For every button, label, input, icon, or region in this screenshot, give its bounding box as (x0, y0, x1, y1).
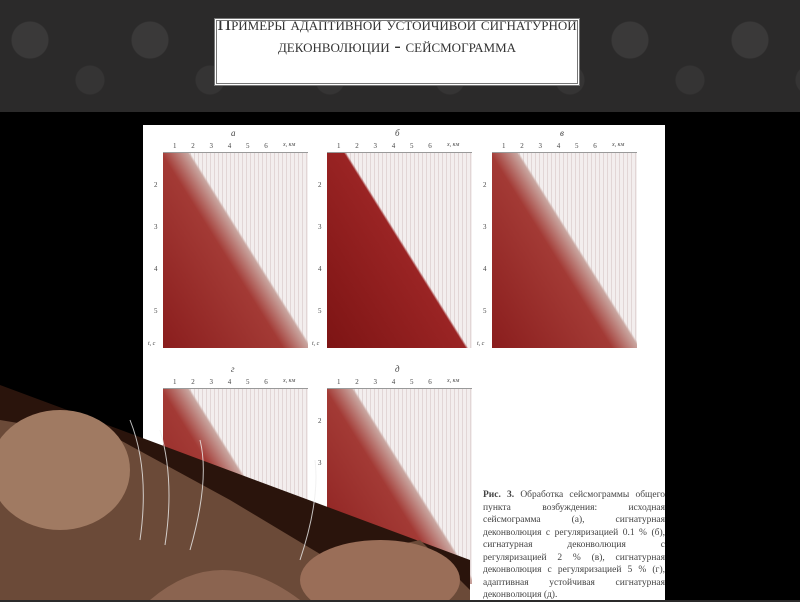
slide-title: Примеры адаптивной устойчивой сигнатурно… (217, 18, 577, 57)
panel-label: д (395, 364, 400, 374)
x-axis-label: x, км (283, 142, 296, 148)
x-axis-label: x, км (283, 378, 296, 384)
panel-label: а (231, 128, 236, 138)
slide-title-box: Примеры адаптивной устойчивой сигнатурно… (214, 18, 580, 86)
y-axis-label: t, с (477, 341, 485, 347)
x-tick-labels: 1 2 3 4 5 6 (502, 142, 597, 150)
y-tick-labels: 2 3 4 5 (154, 181, 158, 315)
figure-caption: Рис. 3. Обработка сейсмограммы общего пу… (483, 490, 665, 600)
panel-label: г (231, 364, 235, 374)
y-tick-labels: 2 3 (318, 417, 322, 467)
x-tick-labels: 1 2 3 4 5 6 (337, 142, 432, 150)
y-tick-labels: 2 3 4 5 (318, 181, 322, 315)
seismic-wavefield (163, 153, 308, 348)
x-axis-label: x, км (447, 378, 460, 384)
seismogram-panel (327, 388, 472, 584)
seismic-wavefield (163, 389, 308, 584)
seismic-wavefield (327, 153, 472, 348)
seismogram-panel (163, 388, 308, 584)
seismic-wavefield (492, 153, 637, 348)
panel-label: в (560, 128, 564, 138)
y-tick-labels: 2 3 4 5 (483, 181, 487, 315)
panel-label: б (395, 128, 400, 138)
x-tick-labels: 1 2 3 4 5 6 (173, 378, 268, 386)
seismic-wavefield (327, 389, 472, 584)
seismogram-figure: Рис. 3. Обработка сейсмограммы общего пу… (143, 125, 665, 600)
seismogram-panel (327, 152, 472, 348)
x-axis-label: x, км (447, 142, 460, 148)
y-axis-label: t, с (312, 341, 320, 347)
x-tick-labels: 1 2 3 4 5 6 (173, 142, 268, 150)
x-axis-label: x, км (612, 142, 625, 148)
seismogram-panel (163, 152, 308, 348)
seismogram-panel (492, 152, 637, 348)
y-axis-label: t, с (148, 341, 156, 347)
x-tick-labels: 1 2 3 4 5 6 (337, 378, 432, 386)
